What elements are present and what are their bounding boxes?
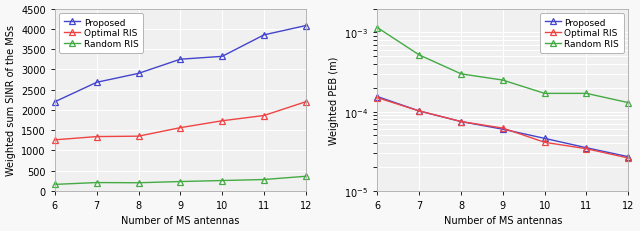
Line: Optimal RIS: Optimal RIS bbox=[374, 95, 631, 161]
Optimal RIS bbox=[302, 101, 310, 104]
Proposed bbox=[51, 101, 59, 104]
Random RIS bbox=[582, 93, 590, 95]
Proposed bbox=[374, 96, 381, 98]
Proposed bbox=[302, 25, 310, 28]
Optimal RIS bbox=[374, 97, 381, 100]
Random RIS bbox=[625, 102, 632, 105]
Random RIS bbox=[177, 180, 184, 183]
Random RIS bbox=[260, 178, 268, 181]
Random RIS bbox=[415, 54, 423, 57]
Proposed bbox=[582, 147, 590, 149]
Legend: Proposed, Optimal RIS, Random RIS: Proposed, Optimal RIS, Random RIS bbox=[60, 14, 143, 54]
Optimal RIS bbox=[218, 120, 226, 123]
Optimal RIS bbox=[415, 110, 423, 113]
Line: Proposed: Proposed bbox=[374, 94, 631, 160]
Line: Random RIS: Random RIS bbox=[374, 26, 631, 106]
Y-axis label: Weighted sum SINR of the MSs: Weighted sum SINR of the MSs bbox=[6, 25, 15, 176]
Proposed bbox=[499, 128, 507, 131]
Optimal RIS bbox=[51, 139, 59, 142]
Y-axis label: Weighted PEB (m): Weighted PEB (m) bbox=[328, 56, 339, 144]
X-axis label: Number of MS antennas: Number of MS antennas bbox=[444, 216, 562, 225]
Proposed bbox=[541, 137, 548, 140]
Optimal RIS bbox=[625, 157, 632, 160]
Optimal RIS bbox=[541, 141, 548, 144]
Proposed bbox=[134, 73, 142, 76]
Optimal RIS bbox=[260, 115, 268, 117]
Line: Optimal RIS: Optimal RIS bbox=[52, 100, 308, 143]
Proposed bbox=[260, 34, 268, 37]
Random RIS bbox=[134, 182, 142, 184]
Random RIS bbox=[374, 27, 381, 30]
Proposed bbox=[415, 110, 423, 113]
Optimal RIS bbox=[93, 136, 100, 138]
Optimal RIS bbox=[457, 121, 465, 123]
Proposed bbox=[625, 156, 632, 158]
X-axis label: Number of MS antennas: Number of MS antennas bbox=[121, 216, 239, 225]
Random RIS bbox=[541, 93, 548, 95]
Random RIS bbox=[93, 181, 100, 184]
Optimal RIS bbox=[582, 148, 590, 150]
Line: Random RIS: Random RIS bbox=[52, 174, 308, 187]
Proposed bbox=[93, 82, 100, 84]
Random RIS bbox=[218, 179, 226, 182]
Proposed bbox=[457, 121, 465, 123]
Optimal RIS bbox=[134, 135, 142, 138]
Proposed bbox=[218, 56, 226, 58]
Optimal RIS bbox=[499, 127, 507, 130]
Optimal RIS bbox=[177, 127, 184, 130]
Random RIS bbox=[457, 73, 465, 76]
Random RIS bbox=[302, 175, 310, 178]
Legend: Proposed, Optimal RIS, Random RIS: Proposed, Optimal RIS, Random RIS bbox=[540, 14, 624, 54]
Proposed bbox=[177, 58, 184, 61]
Random RIS bbox=[499, 79, 507, 82]
Random RIS bbox=[51, 183, 59, 186]
Line: Proposed: Proposed bbox=[52, 24, 308, 105]
